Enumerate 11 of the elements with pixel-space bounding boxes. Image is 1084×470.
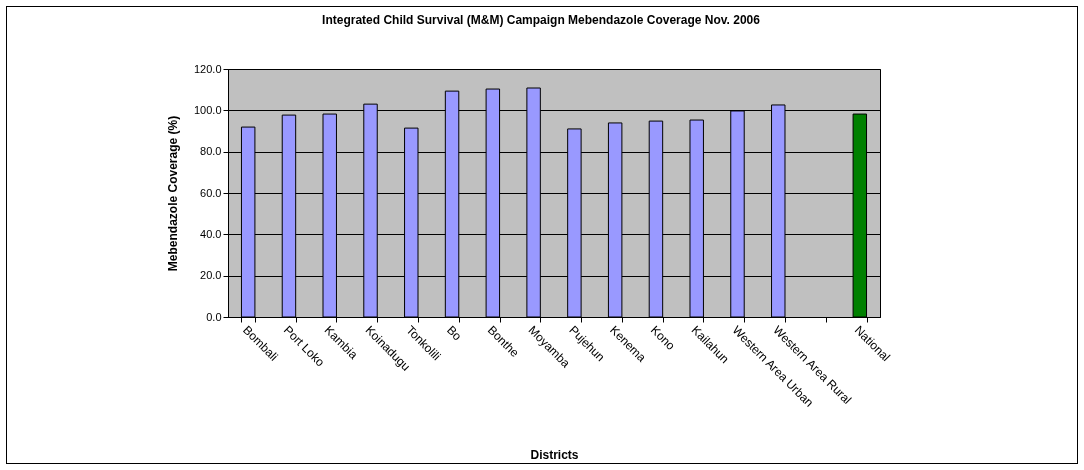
y-tick-label: 20.0 — [200, 269, 222, 282]
y-tick-label: 60.0 — [200, 186, 222, 199]
x-tick-label: Bo — [444, 323, 465, 344]
y-tick-label: 120.0 — [193, 62, 222, 75]
y-tick-label: 80.0 — [200, 145, 222, 158]
chart-title: Integrated Child Survival (M&M) Campaign Mebendazole Coverage Nov. 2006 — [322, 13, 761, 27]
x-axis-title: Districts — [530, 447, 579, 462]
y-tick-label: 40.0 — [200, 227, 222, 240]
y-tick-label: 100.0 — [193, 103, 222, 116]
y-tick-label: 0.0 — [206, 310, 222, 323]
y-axis-title: Mebendazole Coverage (%) — [165, 115, 180, 272]
